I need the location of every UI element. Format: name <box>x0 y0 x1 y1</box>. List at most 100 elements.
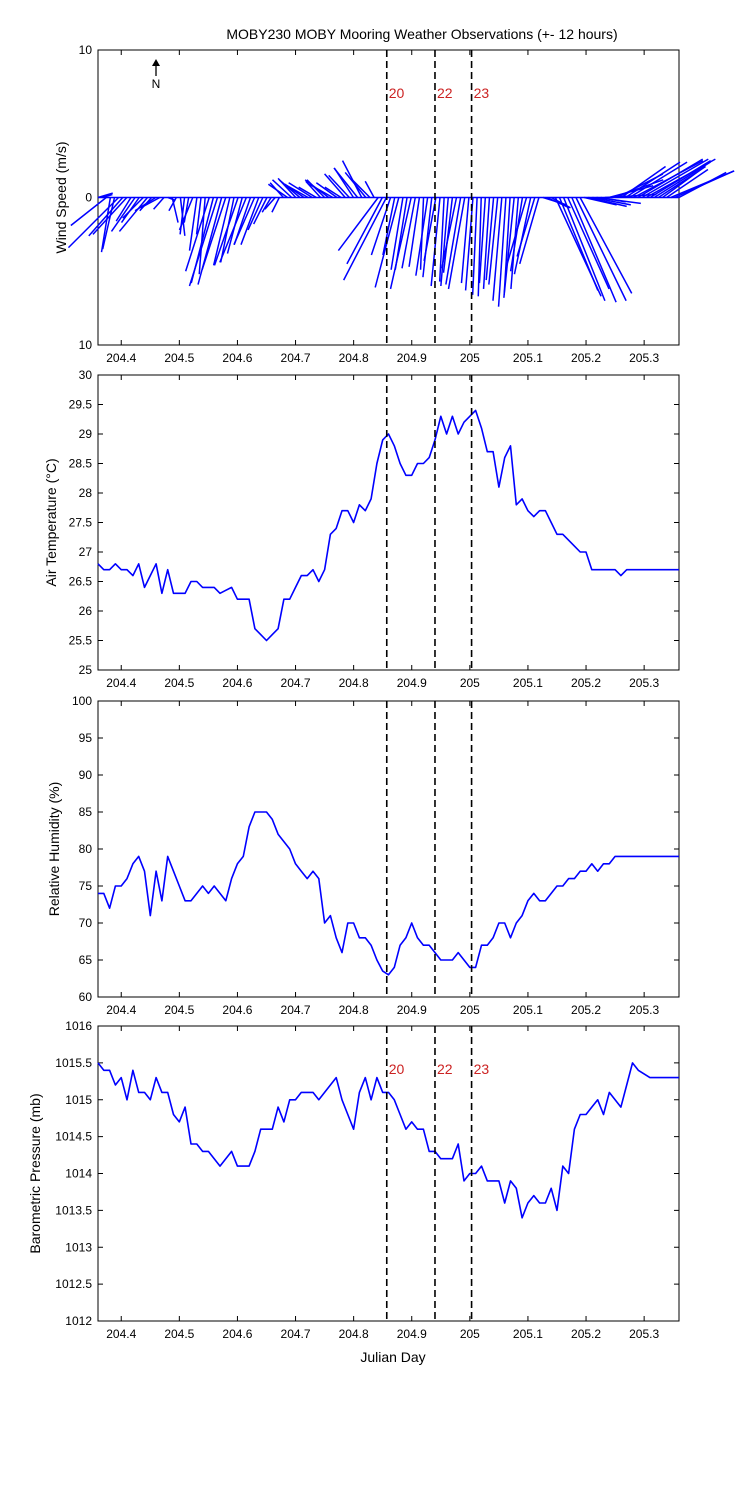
x-tick-label: 205.2 <box>571 1003 601 1017</box>
x-tick-label: 204.5 <box>164 351 194 365</box>
x-tick-label: 204.9 <box>397 1003 427 1017</box>
x-tick-label: 204.8 <box>339 351 369 365</box>
wind-vector <box>389 197 412 290</box>
panel-4: 204.4 204.5 204.6 204.7 204.8 204.9 205 205.1 20… <box>27 1019 680 1341</box>
wind-vector <box>122 196 144 219</box>
x-tick-label: 204.6 <box>222 1327 252 1341</box>
wind-vector <box>195 197 202 235</box>
x-tick-label: 204.8 <box>339 1003 369 1017</box>
y-tick-label: 26.5 <box>69 575 93 589</box>
y-tick-label: 60 <box>79 990 93 1004</box>
wind-vector <box>178 197 194 231</box>
wind-vector <box>308 183 334 199</box>
event-marker-label: 20 <box>389 85 405 101</box>
wind-vector <box>351 179 371 199</box>
x-tick-label: 204.7 <box>281 676 311 690</box>
y-axis-label: Air Temperature (°C) <box>43 458 59 586</box>
x-tick-label: 204.9 <box>397 351 427 365</box>
wind-vector <box>415 197 429 276</box>
wind-vector <box>505 197 528 269</box>
wind-vector <box>201 197 227 271</box>
x-tick-label: 205 <box>460 676 480 690</box>
wind-vector <box>267 183 288 199</box>
wind-vector <box>653 161 711 199</box>
wind-vector <box>488 197 499 285</box>
y-tick-label: 1015.5 <box>55 1056 92 1070</box>
wind-vector <box>579 197 633 294</box>
wind-vector <box>252 197 268 225</box>
wind-vector <box>188 197 219 287</box>
wind-vector <box>341 160 363 198</box>
x-tick-label: 204.7 <box>281 351 311 365</box>
wind-vector <box>212 197 231 266</box>
wind-vector <box>438 197 445 282</box>
y-tick-label: 90 <box>79 768 93 782</box>
wind-vector <box>441 197 458 269</box>
y-tick-label: 10 <box>79 338 93 352</box>
wind-vector <box>516 197 536 257</box>
wind-vector <box>344 171 367 198</box>
y-tick-label: 75 <box>79 879 93 893</box>
wind-vector <box>233 197 256 246</box>
x-tick-label: 204.5 <box>164 1327 194 1341</box>
y-tick-label: 1016 <box>65 1019 92 1033</box>
y-tick-label: 10 <box>79 43 93 57</box>
x-tick-label: 204.5 <box>164 676 194 690</box>
wind-vector <box>575 197 627 302</box>
wind-vector <box>477 197 482 297</box>
panel-3: 204.4 204.5 204.6 204.7 204.8 204.9 205 205.1 20… <box>46 694 680 1017</box>
wind-vector <box>184 197 210 272</box>
axes-frame <box>97 700 680 998</box>
wind-vector <box>333 167 359 198</box>
wind-vector <box>571 197 617 303</box>
wind-vector <box>271 197 280 213</box>
x-tick-label: 205 <box>460 1327 480 1341</box>
wind-vector <box>620 165 666 199</box>
wind-vector <box>324 173 346 198</box>
wind-vector <box>115 197 132 222</box>
y-tick-label: 85 <box>79 805 93 819</box>
x-tick-label: 205.3 <box>629 1327 659 1341</box>
x-tick-label: 204.5 <box>164 1003 194 1017</box>
x-tick-label: 204.7 <box>281 1327 311 1341</box>
wind-vector <box>637 158 704 199</box>
x-axis-label: Julian Day <box>360 1349 425 1365</box>
wind-vector <box>88 197 124 237</box>
axes-frame <box>97 374 680 671</box>
wind-vector <box>662 168 702 199</box>
y-tick-label: 1014.5 <box>55 1130 92 1144</box>
panel-1: 204.4 204.5 204.6 204.7 204.8 204.9 205 205.1 20… <box>53 43 735 365</box>
wind-vector <box>471 197 478 295</box>
wind-vector <box>284 183 309 199</box>
wind-vector <box>364 180 375 198</box>
wind-vector <box>315 182 338 199</box>
wind-vector <box>464 197 474 291</box>
wind-vector <box>497 197 507 307</box>
chart-panels: 204.4 204.5 204.6 204.7 204.8 204.9 205 205.1 20… <box>27 43 735 1341</box>
x-tick-label: 205.2 <box>571 1327 601 1341</box>
x-tick-label: 205 <box>460 351 480 365</box>
y-tick-label: 1012.5 <box>55 1277 92 1291</box>
wind-vector <box>328 174 350 199</box>
wind-vector <box>492 197 503 301</box>
y-tick-label: 100 <box>72 694 92 708</box>
wind-vector <box>584 196 617 206</box>
wind-vector <box>110 197 136 232</box>
x-tick-label: 204.4 <box>106 1327 136 1341</box>
wind-vector <box>278 179 301 199</box>
wind-vector <box>342 197 388 281</box>
panel-2: 204.4 204.5 204.6 204.7 204.8 204.9 205 205.1 20… <box>43 368 680 690</box>
wind-vector <box>382 197 396 256</box>
x-tick-label: 205.1 <box>513 1003 543 1017</box>
wind-vector <box>678 171 727 199</box>
wind-vector <box>100 197 112 253</box>
wind-vector <box>140 196 161 209</box>
x-tick-label: 204.4 <box>106 676 136 690</box>
y-tick-label: 65 <box>79 953 93 967</box>
x-tick-label: 204.8 <box>339 676 369 690</box>
wind-vector <box>188 197 198 251</box>
wind-vector <box>562 197 606 302</box>
x-tick-label: 204.4 <box>106 1003 136 1017</box>
wind-vector <box>408 197 421 267</box>
